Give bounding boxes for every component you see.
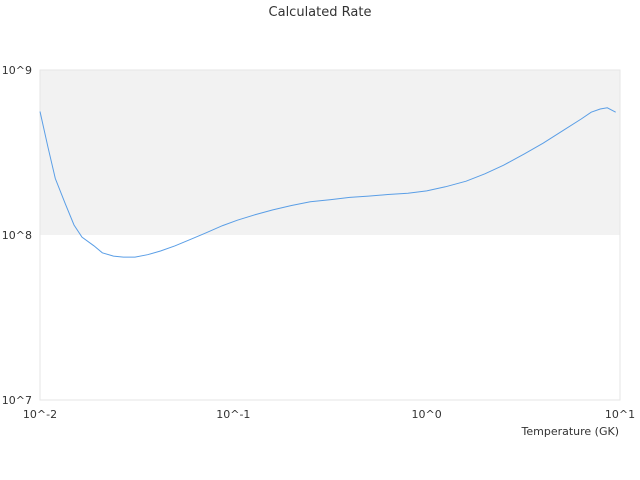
- y-tick-label: 10^9: [2, 64, 32, 77]
- shaded-band: [40, 70, 620, 235]
- x-tick-label: 10^0: [412, 408, 442, 421]
- rate-series-line: [39, 107, 616, 258]
- plot-area: [39, 69, 621, 401]
- y-tick-label: 10^8: [2, 229, 32, 242]
- y-tick-label: 10^7: [2, 394, 32, 407]
- x-tick-label: 10^-1: [216, 408, 250, 421]
- x-axis: 10^-2 10^-1 10^0 10^1: [23, 408, 635, 421]
- y-axis: 10^7 10^8 10^9: [2, 64, 32, 407]
- chart-title: Calculated Rate: [269, 5, 372, 20]
- x-tick-label: 10^1: [605, 408, 635, 421]
- x-axis-label: Temperature (GK): [521, 425, 620, 438]
- x-tick-label: 10^-2: [23, 408, 57, 421]
